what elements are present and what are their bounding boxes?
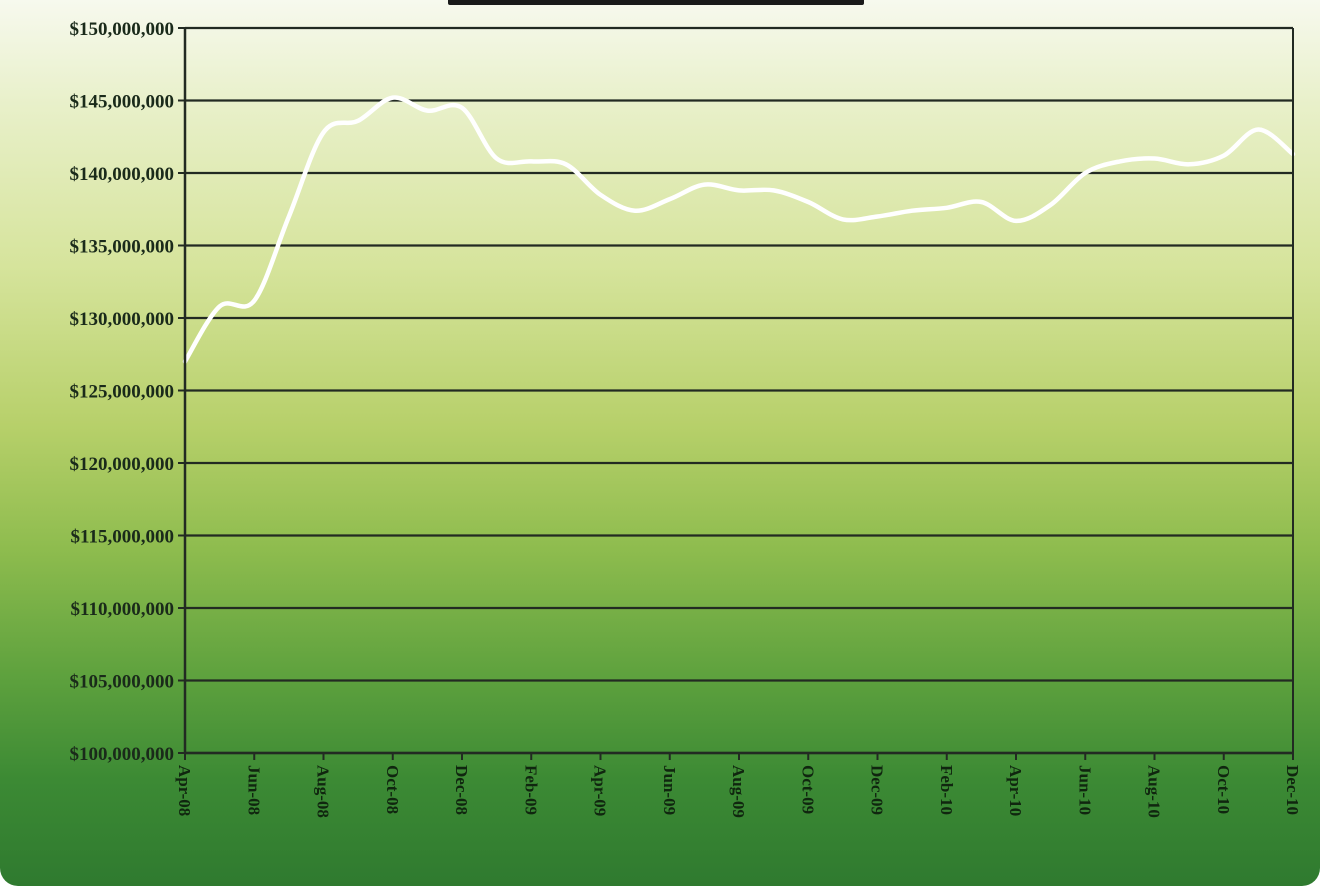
y-tick-label: $110,000,000 bbox=[71, 599, 174, 620]
data-point bbox=[599, 193, 603, 197]
data-point bbox=[910, 209, 914, 213]
x-tick-label: Aug-08 bbox=[314, 765, 333, 818]
y-tick-label: $150,000,000 bbox=[70, 19, 175, 40]
x-tick-label: Aug-10 bbox=[1145, 765, 1164, 818]
data-point bbox=[945, 206, 949, 210]
data-point bbox=[1118, 159, 1122, 163]
x-tick-label: Jun-09 bbox=[660, 765, 679, 815]
y-tick-label: $135,000,000 bbox=[70, 237, 175, 258]
data-point bbox=[737, 188, 741, 192]
data-point bbox=[668, 197, 672, 201]
data-point bbox=[1049, 203, 1053, 207]
data-point bbox=[876, 215, 880, 219]
x-axis-ticks: Apr-08 Jun-08 Aug-08 Oct-08 Dec-08 Feb-09 Apr-… bbox=[175, 753, 1302, 818]
x-tick-label: Oct-08 bbox=[383, 765, 402, 814]
x-tick-label: Dec-08 bbox=[452, 765, 471, 815]
data-point bbox=[529, 159, 533, 163]
data-point bbox=[425, 109, 429, 113]
axes bbox=[183, 28, 1294, 755]
y-tick-label: $125,000,000 bbox=[70, 382, 175, 403]
x-tick-label: Aug-09 bbox=[729, 765, 748, 818]
data-point bbox=[218, 304, 222, 308]
data-point bbox=[1083, 171, 1087, 175]
x-tick-label: Jun-10 bbox=[1075, 765, 1094, 815]
data-point bbox=[806, 200, 810, 204]
data-point bbox=[322, 130, 326, 134]
data-point bbox=[1256, 128, 1260, 132]
x-tick-label: Apr-09 bbox=[591, 765, 610, 816]
data-point bbox=[1222, 154, 1226, 158]
data-point bbox=[979, 200, 983, 204]
y-tick-label: $115,000,000 bbox=[71, 527, 174, 548]
data-point bbox=[702, 183, 706, 187]
y-tick-label: $105,000,000 bbox=[70, 672, 175, 693]
grid-lines bbox=[185, 26, 1293, 755]
series-group bbox=[182, 95, 1296, 364]
data-point bbox=[287, 215, 291, 219]
y-tick-label: $130,000,000 bbox=[70, 309, 175, 330]
data-point bbox=[460, 106, 464, 110]
y-tick-label: $140,000,000 bbox=[70, 164, 175, 185]
title-box-edge bbox=[448, 0, 864, 5]
y-tick-label: $145,000,000 bbox=[70, 92, 175, 113]
y-tick-label: $120,000,000 bbox=[70, 454, 175, 475]
data-point bbox=[1153, 157, 1157, 161]
data-point bbox=[1014, 219, 1018, 223]
x-tick-label: Apr-08 bbox=[175, 765, 194, 816]
x-tick-label: Feb-09 bbox=[521, 765, 540, 815]
x-tick-label: Oct-09 bbox=[798, 765, 817, 814]
series-line bbox=[182, 95, 1296, 364]
data-point bbox=[1187, 162, 1191, 166]
x-tick-label: Dec-10 bbox=[1283, 765, 1302, 815]
data-point bbox=[841, 217, 845, 221]
data-point bbox=[772, 188, 776, 192]
data-point bbox=[633, 209, 637, 213]
x-tick-label: Apr-10 bbox=[1006, 765, 1025, 816]
data-point bbox=[356, 119, 360, 123]
y-axis-ticks: $100,000,000 $105,000,000 $110,000,000 $115… bbox=[70, 19, 185, 765]
x-tick-label: Feb-10 bbox=[937, 765, 956, 815]
data-point bbox=[495, 157, 499, 161]
x-tick-label: Oct-10 bbox=[1214, 765, 1233, 814]
data-point bbox=[252, 299, 256, 303]
data-point bbox=[564, 162, 568, 166]
data-point bbox=[391, 96, 395, 100]
x-tick-label: Dec-09 bbox=[868, 765, 887, 815]
y-tick-label: $100,000,000 bbox=[70, 744, 175, 765]
x-tick-label: Jun-08 bbox=[244, 765, 263, 815]
